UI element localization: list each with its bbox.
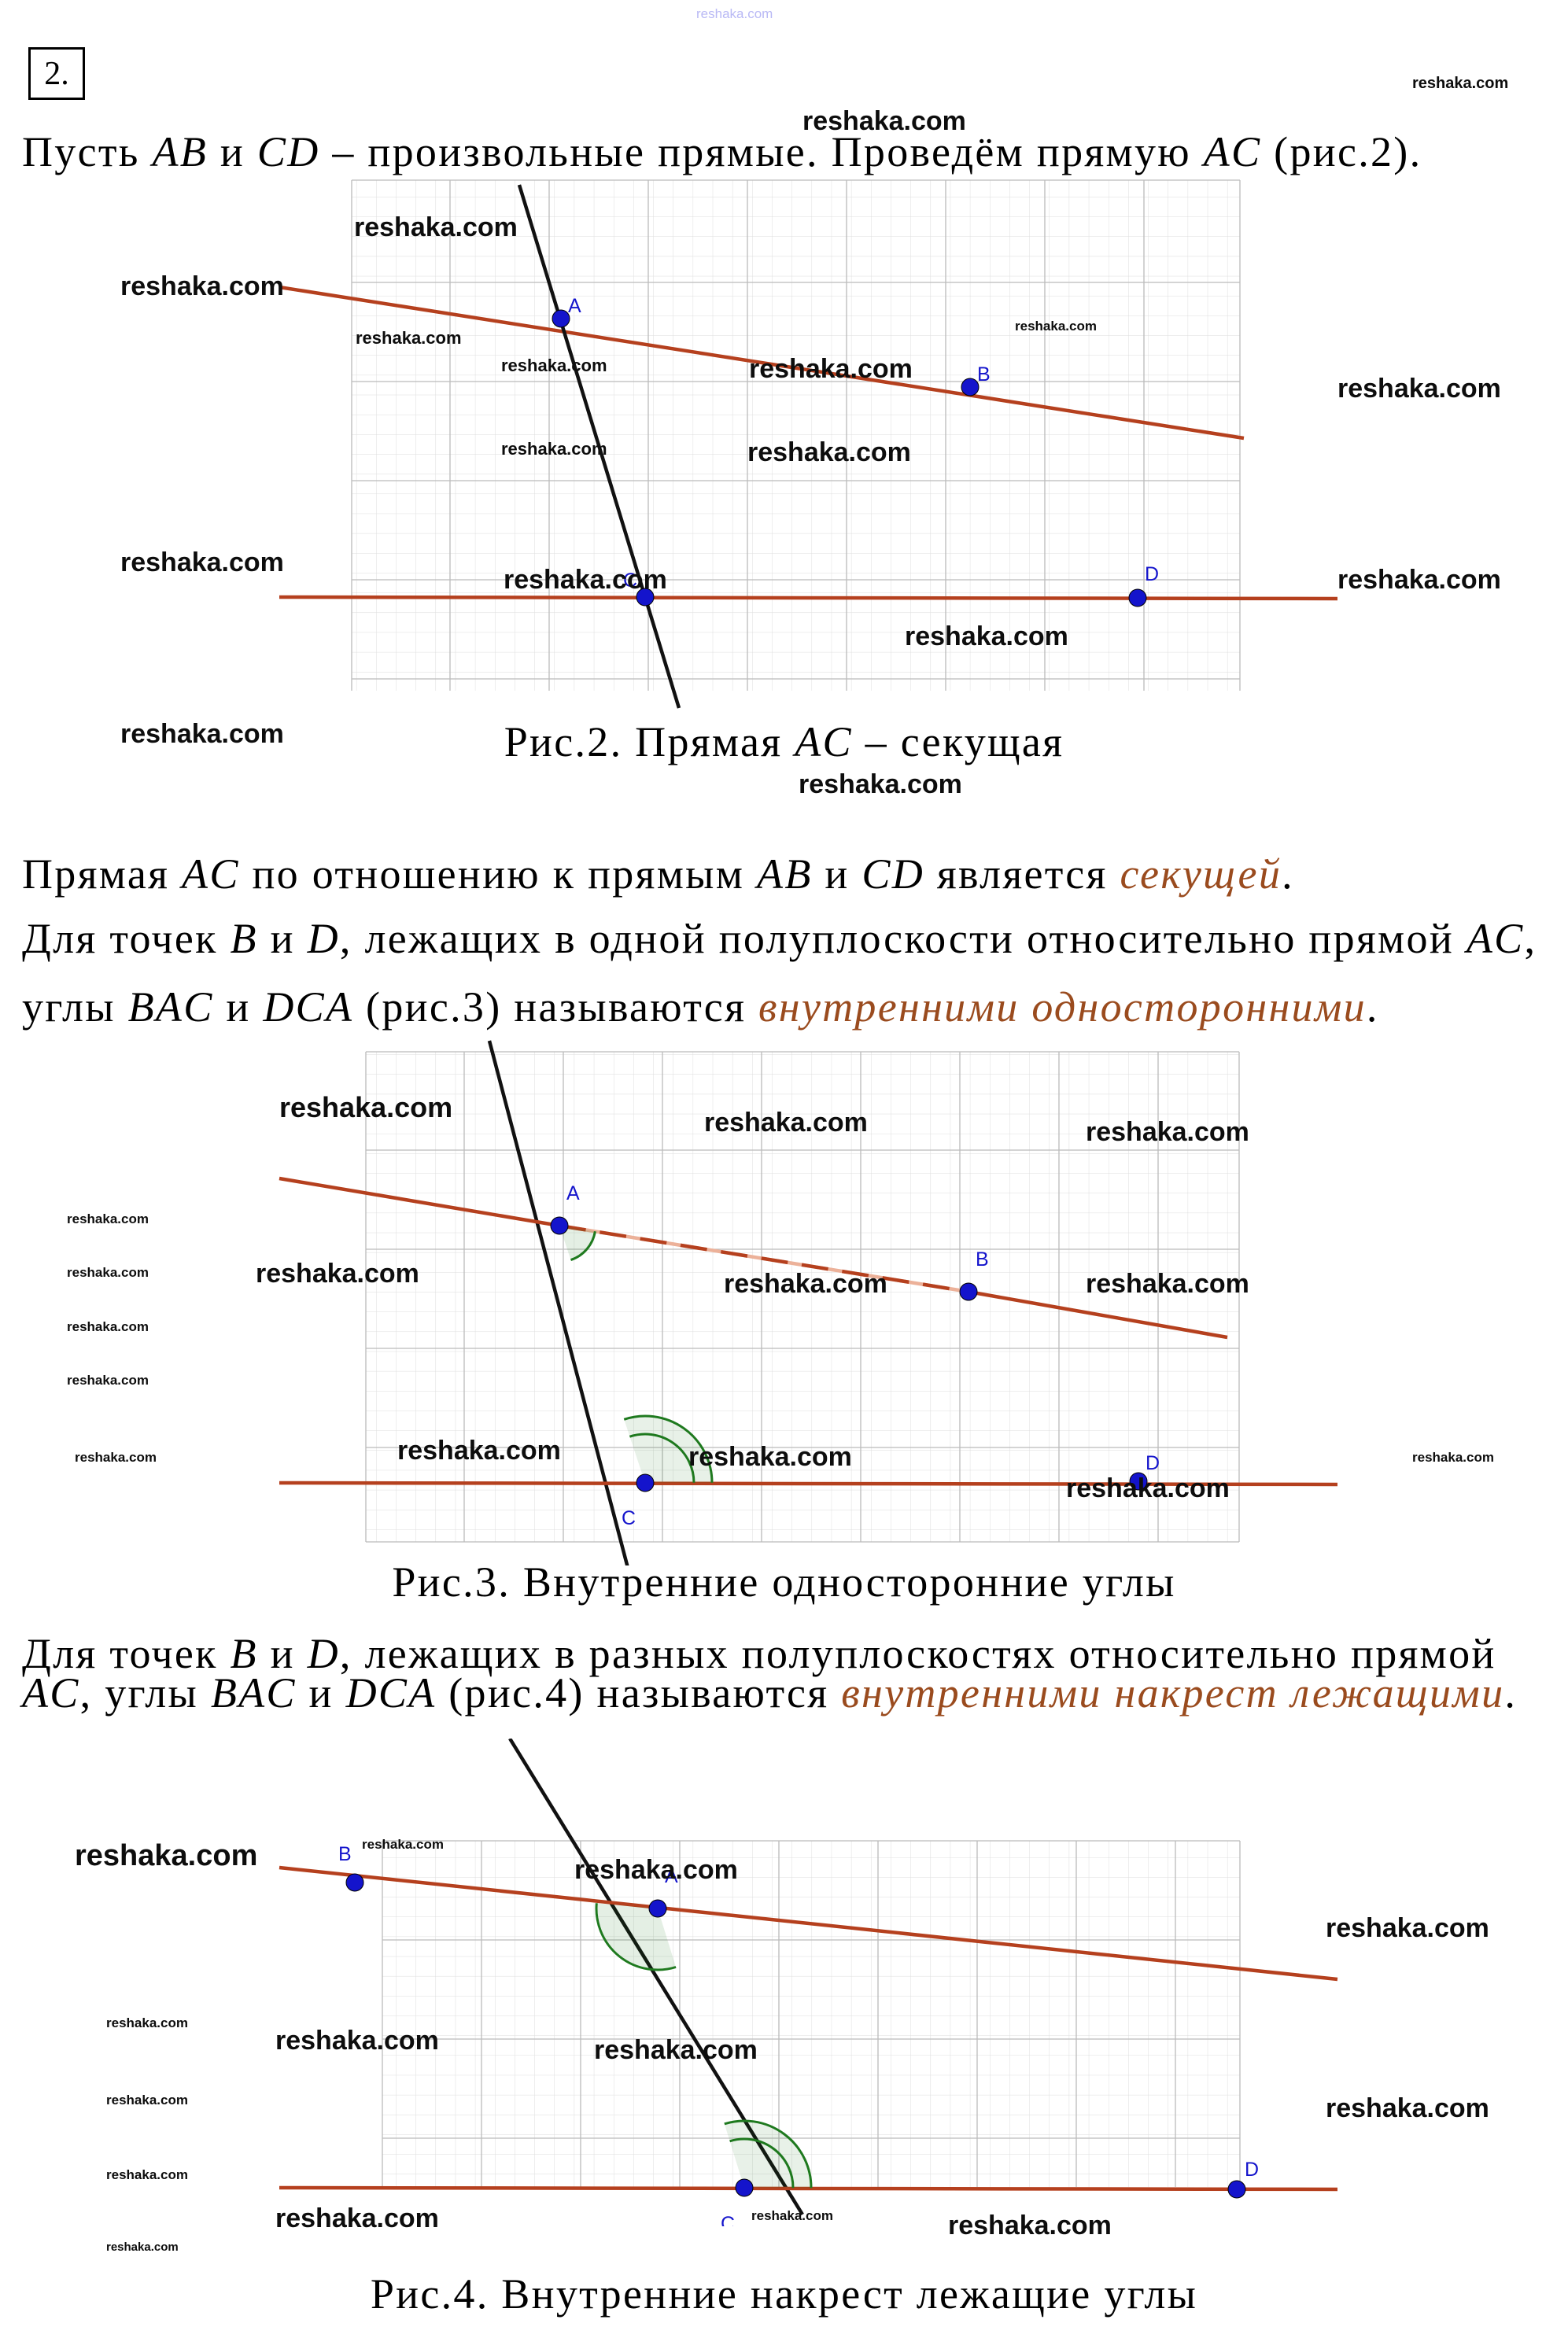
svg-text:D: D [1146,1452,1160,1474]
svg-text:A: A [568,295,581,317]
svg-text:D: D [1245,2159,1259,2181]
svg-text:B: B [977,363,991,385]
svg-text:C: C [721,2213,735,2226]
svg-text:B: B [976,1248,989,1270]
svg-text:C: C [622,1507,636,1529]
svg-text:D: D [1145,563,1159,585]
svg-text:B: B [338,1843,352,1865]
svg-text:A: A [566,1182,580,1204]
